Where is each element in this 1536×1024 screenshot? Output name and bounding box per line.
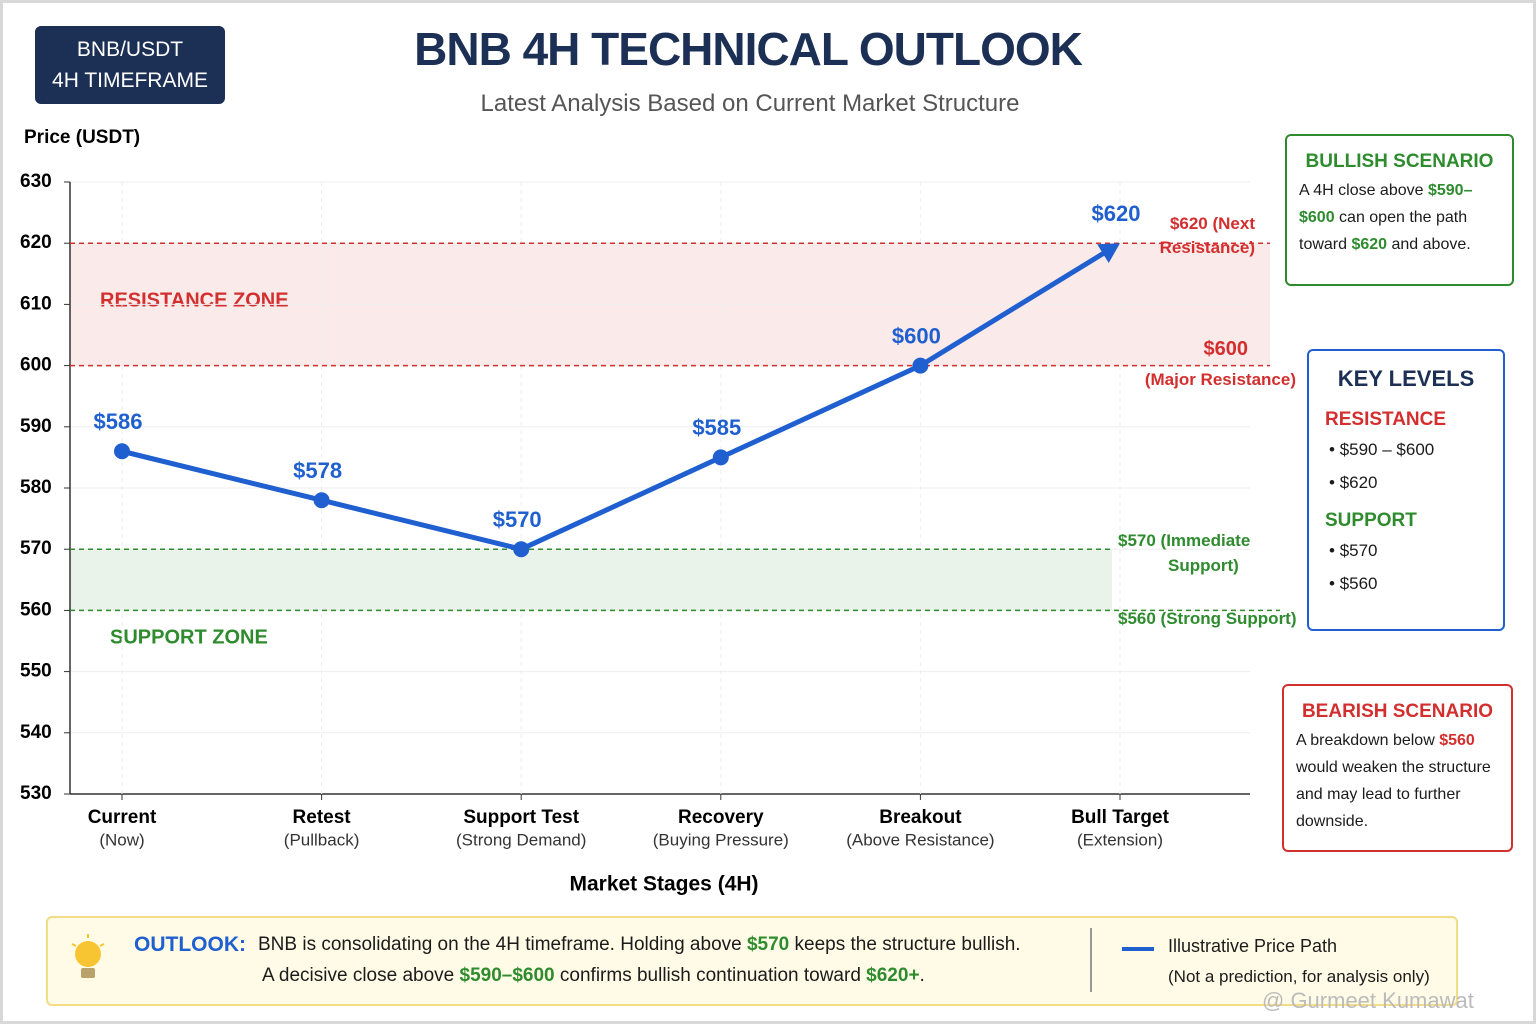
panel-title: KEY LEVELS xyxy=(1337,366,1475,391)
panel-title: BULLISH SCENARIO xyxy=(1305,151,1494,172)
x-tick-note: (Buying Pressure) xyxy=(653,830,789,849)
x-tick-note: (Strong Demand) xyxy=(456,830,586,849)
y-tick-label: 570 xyxy=(20,538,52,559)
reference-label: $560 (Strong Support) xyxy=(1118,609,1297,628)
text-segment: $570 xyxy=(746,934,790,955)
price-line xyxy=(121,248,1110,552)
text-segment: $620 xyxy=(1351,236,1388,253)
x-tick-label: Recovery xyxy=(678,807,764,828)
x-tick-note: (Above Resistance) xyxy=(846,830,994,849)
key-value: $620 xyxy=(1339,473,1378,492)
chart-subtitle: Latest Analysis Based on Current Market … xyxy=(480,90,1020,117)
x-tick-label: Support Test xyxy=(463,807,579,828)
bearish-panel: BEARISH SCENARIO A breakdown below $560 … xyxy=(1282,684,1513,852)
value-label: $600 xyxy=(892,323,941,348)
text-segment: BNB is consolidating on the 4H timeframe… xyxy=(258,934,747,955)
key-levels-panel: KEY LEVELS RESISTANCE • $590 – $600 • $620… xyxy=(1307,349,1505,631)
y-tick-label: 540 xyxy=(20,722,52,743)
value-label: $578 xyxy=(293,458,342,483)
x-tick-label: Bull Target xyxy=(1071,807,1169,828)
reference-note: (Major Resistance) xyxy=(1145,370,1296,389)
text-segment: $590–$600 xyxy=(1299,182,1473,226)
badge-timeframe: 4H TIMEFRAME xyxy=(52,69,208,92)
zone-label: RESISTANCE ZONE xyxy=(100,289,289,311)
y-tick-label: 620 xyxy=(20,232,52,253)
y-tick-label: 630 xyxy=(20,171,52,192)
outlook-box: OUTLOOK: BNB is consolidating on the 4H … xyxy=(46,916,1458,1006)
text-segment: A 4H close above xyxy=(1299,182,1428,199)
value-label: $620 xyxy=(1092,201,1141,226)
y-axis-label: Price (USDT) xyxy=(24,127,140,148)
badge-pair: BNB/USDT xyxy=(76,38,184,61)
text-segment: A decisive close above xyxy=(262,965,460,986)
point xyxy=(712,449,729,466)
text-segment: $620+ xyxy=(866,965,920,986)
reference-label: $600 xyxy=(1204,338,1249,360)
text-segment: can open the path toward xyxy=(1299,209,1468,253)
divider xyxy=(1090,928,1092,992)
text-segment: A breakdown below xyxy=(1296,732,1440,749)
key-item: • $620 xyxy=(1329,473,1378,492)
outlook-line: BNB is consolidating on the 4H timeframe… xyxy=(258,934,1021,956)
x-tick-label: Retest xyxy=(293,807,352,828)
text-segment: . xyxy=(919,965,925,986)
text-segment: keeps the structure bullish. xyxy=(789,934,1021,955)
y-tick-label: 550 xyxy=(20,661,52,682)
point xyxy=(912,357,929,374)
chart-title: BNB 4H TECHNICAL OUTLOOK xyxy=(414,23,1083,75)
key-item: • $570 xyxy=(1329,541,1378,560)
legend-swatch xyxy=(1122,947,1154,951)
point xyxy=(114,443,130,460)
outlook-label: OUTLOOK: xyxy=(134,933,246,956)
x-tick-note: (Pullback) xyxy=(284,830,360,849)
text-segment: $560 xyxy=(1439,732,1475,749)
y-tick-label: 530 xyxy=(20,783,52,804)
key-group: RESISTANCE xyxy=(1325,409,1447,430)
key-value: $590 – $600 xyxy=(1339,440,1435,459)
reference-label: $620 (Next Resistance) xyxy=(1160,215,1256,258)
badge: BNB/USDT 4H TIMEFRAME xyxy=(35,26,225,104)
point xyxy=(313,492,330,509)
legend-note: (Not a prediction, for analysis only) xyxy=(1168,967,1430,986)
value-label: $570 xyxy=(493,507,542,532)
x-tick-note: (Now) xyxy=(99,830,144,849)
zone xyxy=(70,549,1112,611)
arrow-head xyxy=(1097,243,1120,264)
point xyxy=(513,541,530,558)
x-tick-label: Breakout xyxy=(879,807,962,828)
y-tick-label: 560 xyxy=(20,599,52,620)
x-axis-label: Market Stages (4H) xyxy=(569,873,758,896)
legend-label: Illustrative Price Path xyxy=(1168,936,1338,956)
bullish-panel: BULLISH SCENARIO A 4H close above $590–$… xyxy=(1285,134,1514,286)
x-tick-note: (Extension) xyxy=(1077,830,1163,849)
y-tick-label: 610 xyxy=(20,293,52,314)
watermark: @ Gurmeet Kumawat xyxy=(1262,988,1474,1013)
key-item: • $590 – $600 xyxy=(1329,440,1435,459)
y-tick-label: 600 xyxy=(20,355,52,376)
zone-label: SUPPORT ZONE xyxy=(110,627,268,649)
text-segment: confirms bullish continuation toward xyxy=(554,965,867,986)
key-levels: RESISTANCE • $590 – $600 • $620 SUPPORT • $5… xyxy=(1325,406,1487,600)
text-segment: and above. xyxy=(1387,236,1471,253)
outlook-line: A decisive close above $590–$600 confirm… xyxy=(262,965,925,987)
text-segment: $590–$600 xyxy=(459,965,555,986)
panel-text: A 4H close above $590–$600 can open the … xyxy=(1299,177,1500,258)
y-tick-label: 580 xyxy=(20,477,52,498)
y-tick-label: 590 xyxy=(20,416,52,437)
x-tick-label: Current xyxy=(88,807,157,828)
value-label: $586 xyxy=(94,409,143,434)
panel-text: A breakdown below $560 would weaken the … xyxy=(1296,727,1499,835)
key-value: $560 xyxy=(1339,574,1378,593)
key-group: SUPPORT xyxy=(1325,510,1417,531)
bulb-icon xyxy=(71,934,105,978)
reference-label: $570 (Immediate Support) xyxy=(1118,532,1250,576)
panel-title: BEARISH SCENARIO xyxy=(1301,701,1494,722)
key-value: $570 xyxy=(1339,541,1378,560)
value-label: $585 xyxy=(692,415,741,440)
text-segment: would weaken the structure and may lead … xyxy=(1296,759,1491,830)
key-item: • $560 xyxy=(1329,574,1378,593)
